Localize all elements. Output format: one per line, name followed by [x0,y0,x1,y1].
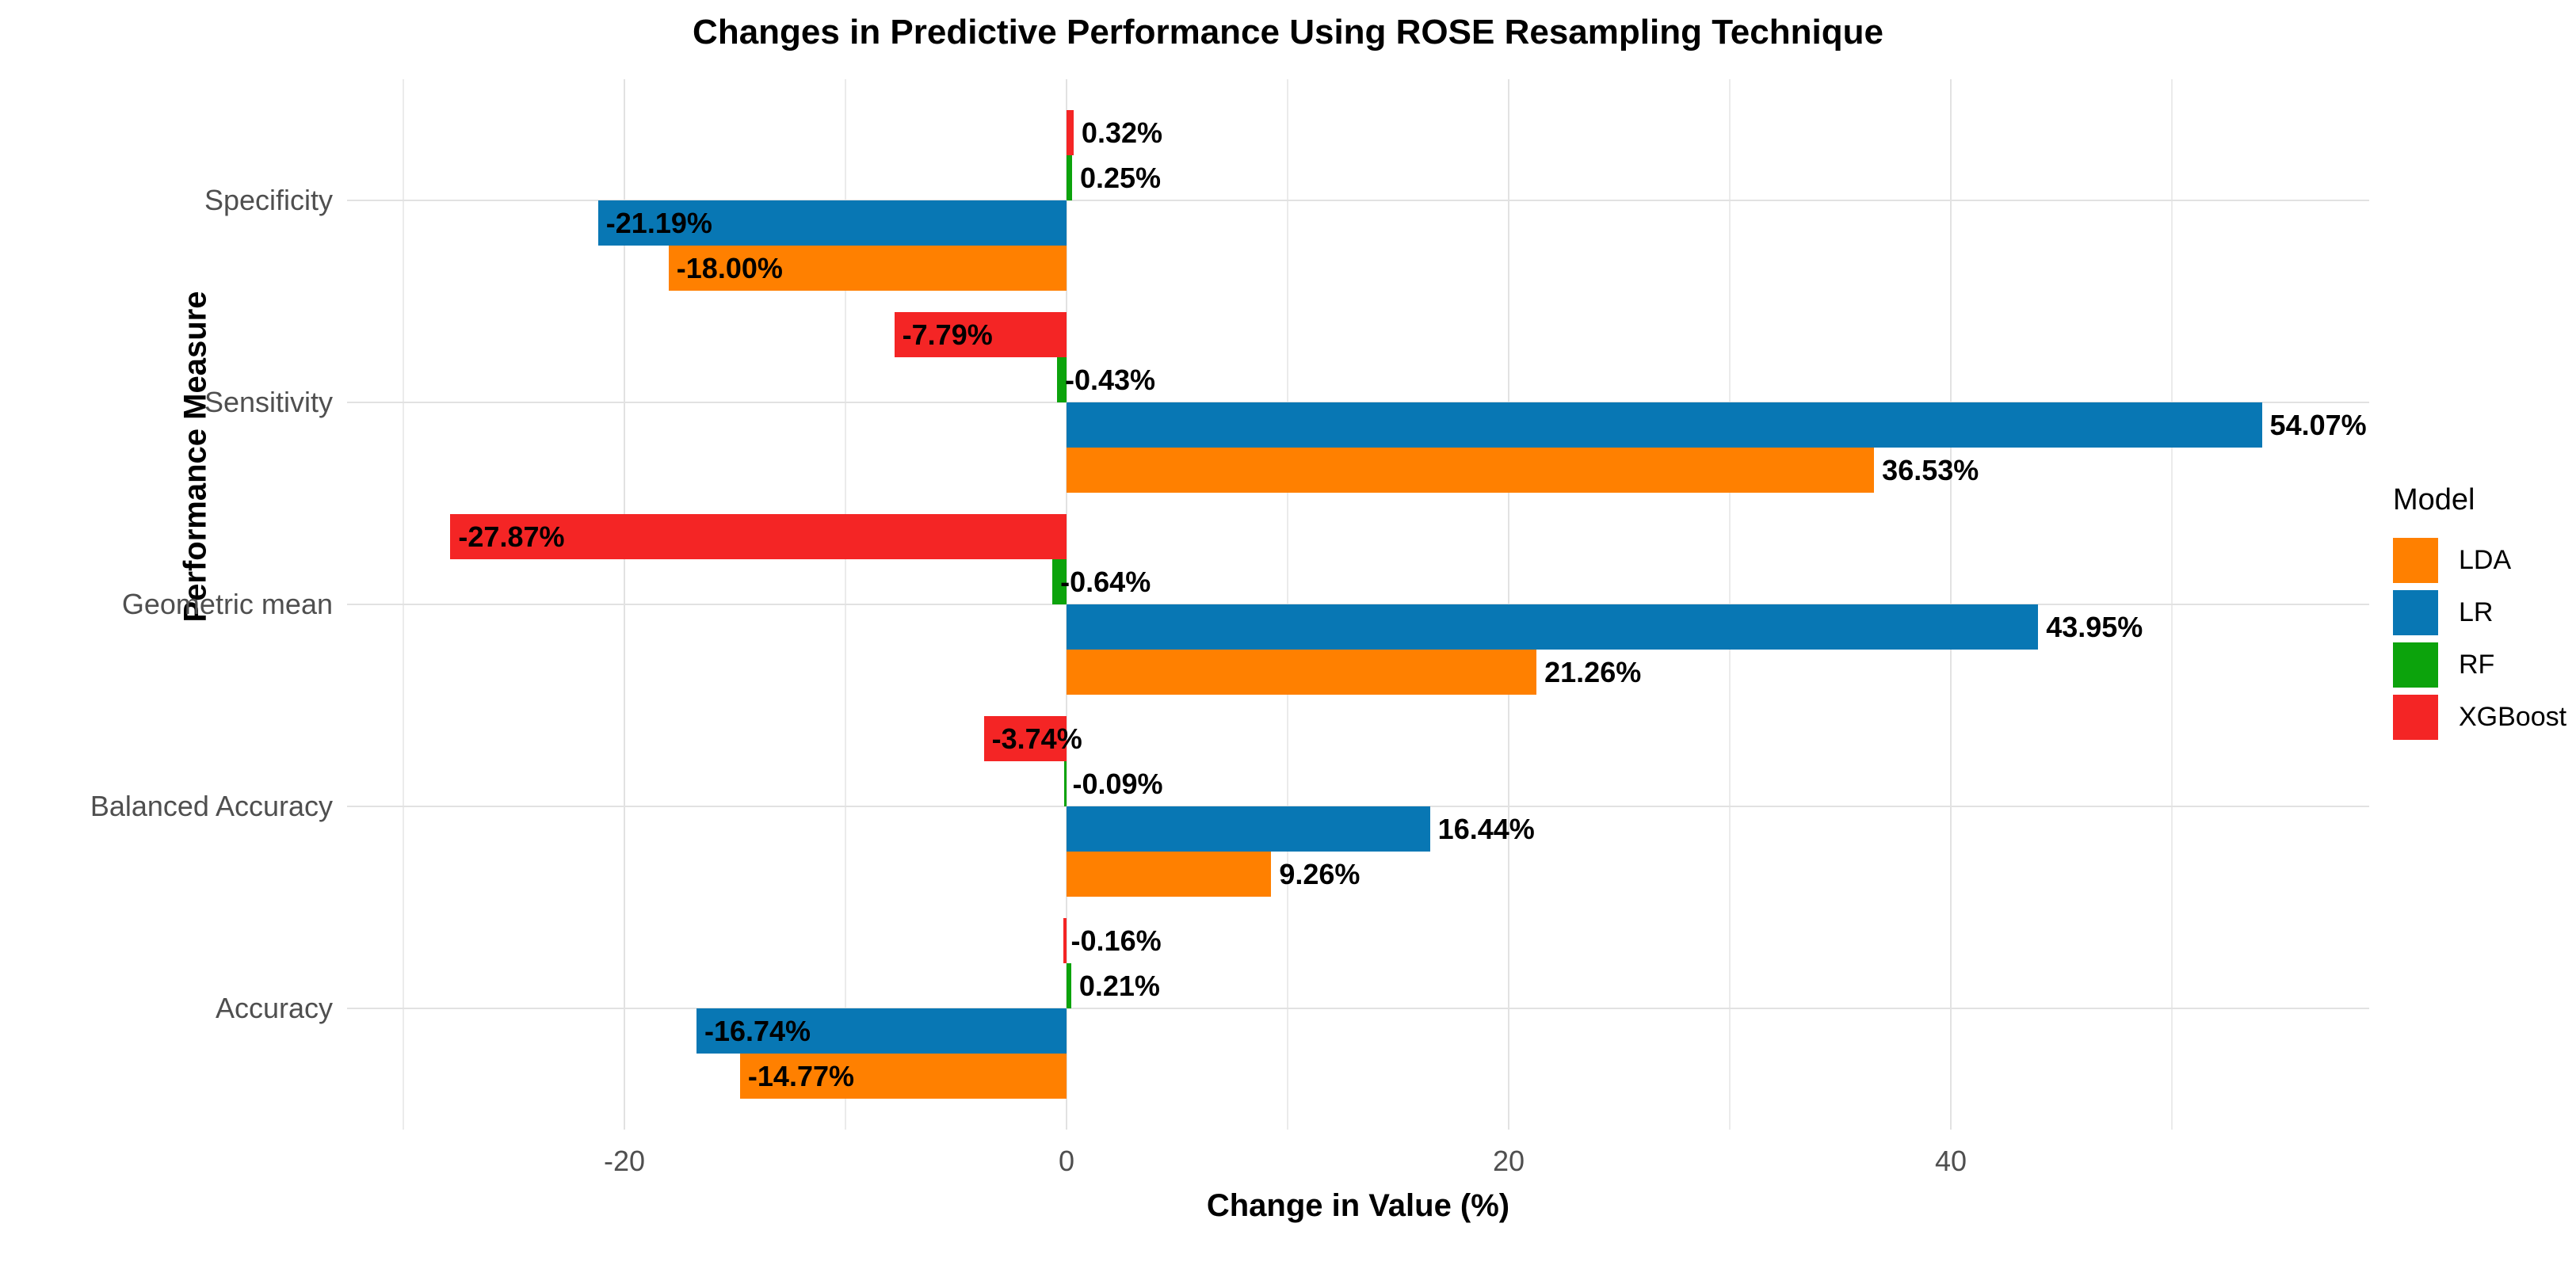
bar-lda-balanced-accuracy [1067,852,1272,897]
legend-key-swatch [2393,642,2438,688]
bar-value-label: 16.44% [1437,812,1535,845]
y-category-label: Sensitivity [204,386,333,418]
bar-value-label: -18.00% [676,251,783,284]
bar-rf-geometric-mean [1052,559,1067,604]
legend-item-xgboost: XGBoost [2393,695,2576,740]
bar-value-label: -0.09% [1072,767,1163,800]
bar-rf-sensitivity [1057,357,1067,402]
bar-xgboost-accuracy [1063,918,1067,963]
x-axis-tick-labels: -20 0 20 40 [0,1147,2576,1182]
bar-lda-geometric-mean [1067,650,1537,695]
legend-item-lr: LR [2393,590,2576,635]
bar-value-label: -16.74% [704,1014,811,1047]
bar-value-label: 0.21% [1078,969,1160,1002]
bar-lda-sensitivity [1067,448,1875,493]
bar-value-label: 36.53% [1882,453,1979,486]
legend-item-rf: RF [2393,642,2576,688]
y-category-label: Accuracy [215,992,333,1024]
bar-value-label: 21.26% [1544,655,1642,688]
bar-lr-balanced-accuracy [1067,806,1430,852]
bar-value-label: -7.79% [902,318,993,351]
legend-key-swatch [2393,590,2438,635]
bar-value-label: -27.87% [458,520,565,553]
gridline-horizontal-major [347,200,2369,201]
bar-xgboost-geometric-mean [450,514,1067,559]
legend: Model LDA LR RF XGBoost [2393,483,2576,747]
bar-lr-specificity [597,200,1067,246]
legend-item-label: LR [2459,597,2494,627]
x-tick-label: -20 [603,1145,646,1177]
bar-rf-balanced-accuracy [1064,761,1067,806]
bar-lda-specificity [668,246,1067,291]
bar-value-label: -0.16% [1070,924,1162,957]
bar-rf-specificity [1067,155,1072,200]
chart-title: Changes in Predictive Performance Using … [693,13,1883,51]
x-tick-label: 20 [1492,1145,1525,1177]
legend-item-label: XGBoost [2459,702,2567,732]
bar-xgboost-sensitivity [894,312,1067,357]
bar-value-label: -14.77% [747,1059,854,1092]
bar-value-label: -0.64% [1060,565,1151,598]
plot-panel: 0.32% 0.25% -21.19% -18.00% -7.79% -0.43% 54.0… [347,79,2369,1130]
legend-key-swatch [2393,538,2438,583]
bar-lr-accuracy [696,1008,1067,1054]
y-category-label: Balanced Accuracy [90,790,333,822]
bar-value-label: 43.95% [2046,610,2143,643]
legend-item-label: LDA [2459,545,2512,575]
bar-rf-accuracy [1067,963,1071,1008]
bar-value-label: 54.07% [2269,408,2367,441]
legend-item-lda: LDA [2393,538,2576,583]
y-axis-category-labels: Specificity Sensitivity Geometric mean Bala… [0,79,333,1130]
bar-lr-geometric-mean [1067,604,2039,650]
y-category-label: Specificity [204,184,333,216]
x-tick-label: 0 [1058,1145,1075,1177]
bar-value-label: 0.32% [1081,116,1162,149]
legend-key-swatch [2393,695,2438,740]
x-tick-label: 40 [1934,1145,1967,1177]
bar-value-label: 0.25% [1079,161,1162,194]
bar-value-label: -3.74% [991,722,1082,755]
bar-lr-sensitivity [1067,402,2262,448]
bar-xgboost-balanced-accuracy [983,716,1067,761]
bar-value-label: -0.43% [1065,363,1156,396]
x-axis-title: Change in Value (%) [1206,1188,1510,1223]
legend-items: LDA LR RF XGBoost [2393,538,2576,740]
bar-xgboost-specificity [1067,110,1074,155]
legend-item-label: RF [2459,650,2495,680]
bar-lda-accuracy [739,1054,1067,1099]
gridline-horizontal-major [347,1008,2369,1009]
y-category-label: Geometric mean [121,588,333,620]
bar-value-label: 9.26% [1279,857,1361,890]
bar-value-label: -21.19% [605,206,712,239]
legend-title: Model [2393,483,2475,516]
